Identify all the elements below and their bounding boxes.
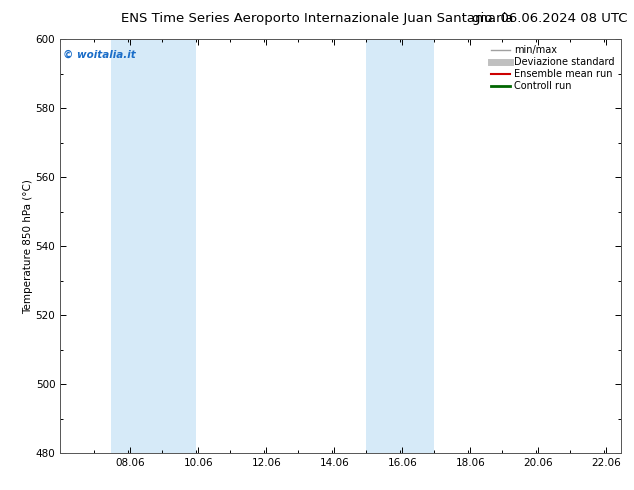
- Text: © woitalia.it: © woitalia.it: [63, 49, 136, 60]
- Legend: min/max, Deviazione standard, Ensemble mean run, Controll run: min/max, Deviazione standard, Ensemble m…: [487, 41, 619, 95]
- Bar: [111, 39, 197, 453]
- Y-axis label: Temperature 850 hPa (°C): Temperature 850 hPa (°C): [23, 179, 33, 314]
- Text: ENS Time Series Aeroporto Internazionale Juan Santamaría: ENS Time Series Aeroporto Internazionale…: [121, 12, 513, 25]
- Bar: [366, 39, 434, 453]
- Text: gio. 06.06.2024 08 UTC: gio. 06.06.2024 08 UTC: [472, 12, 628, 25]
